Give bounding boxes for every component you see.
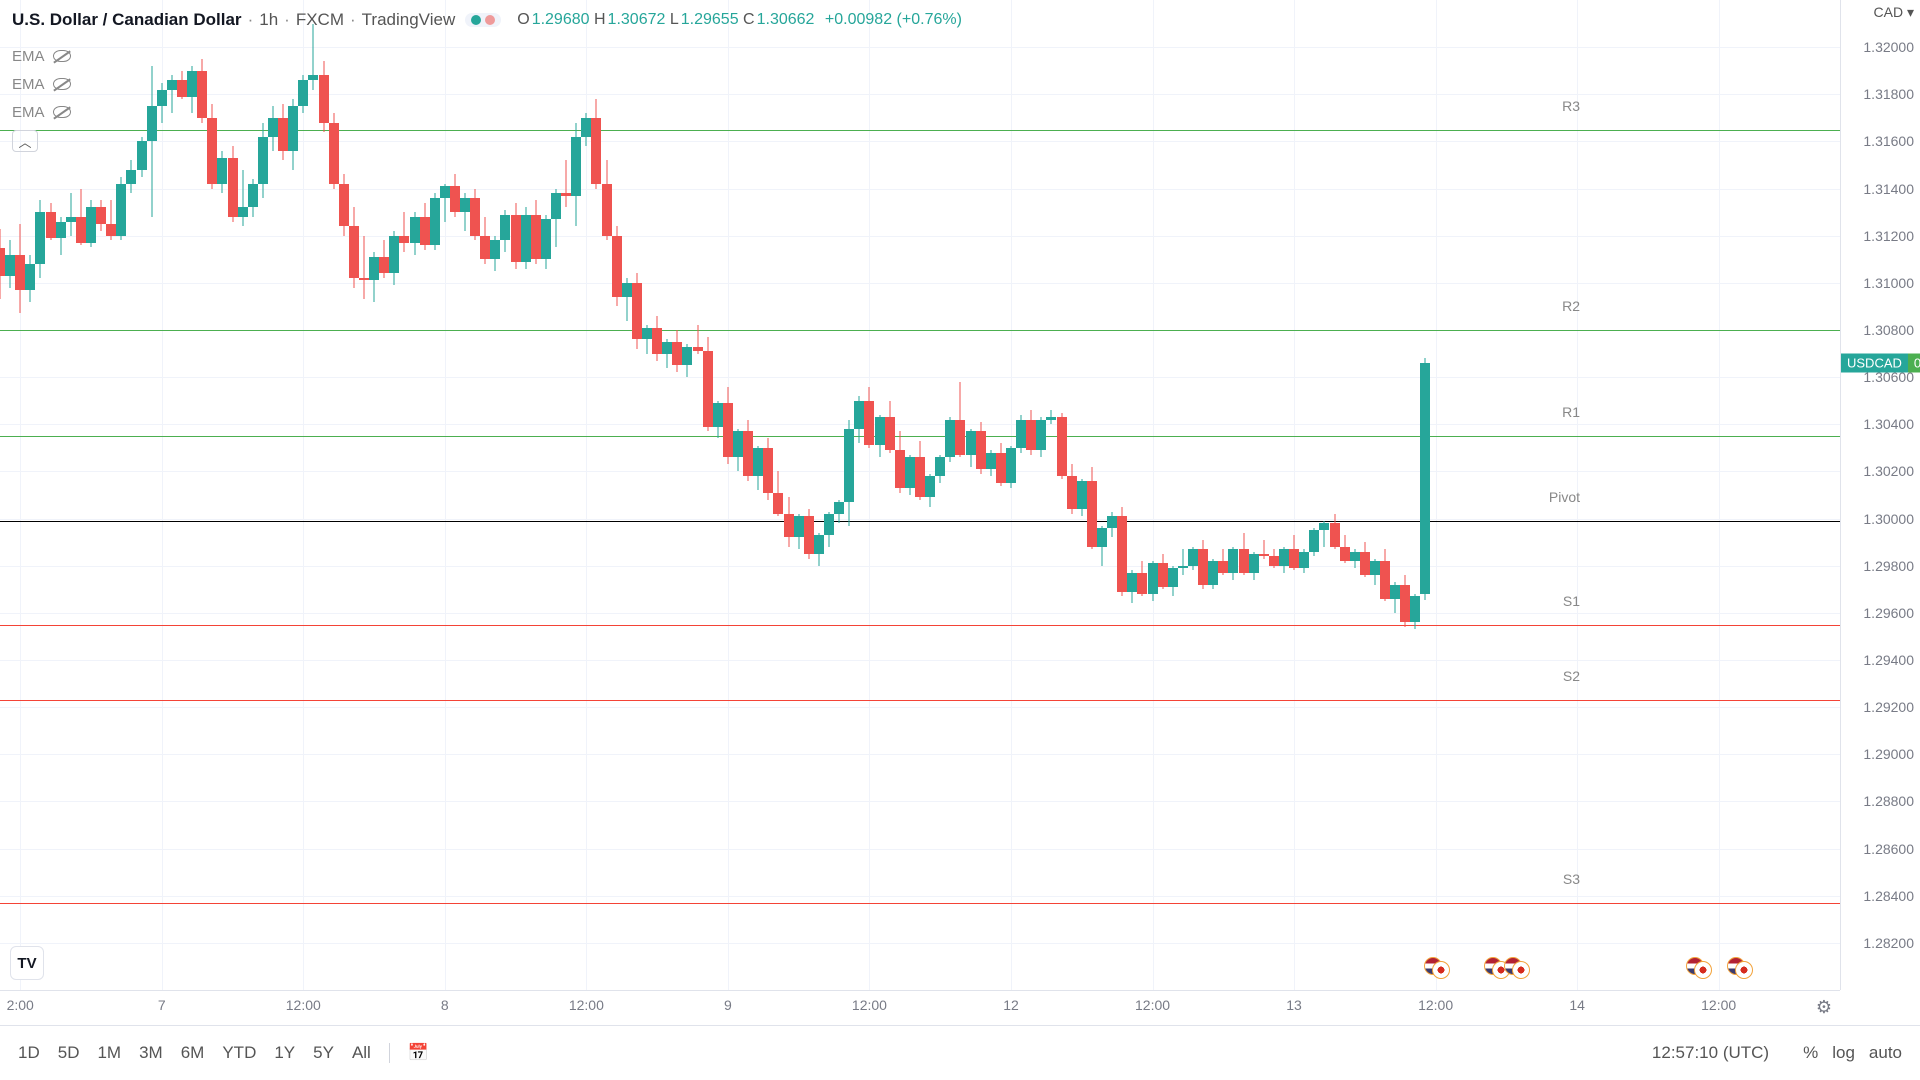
pivot-line-s2[interactable] xyxy=(0,700,1840,701)
pivot-line-s3[interactable] xyxy=(0,903,1840,904)
visibility-off-icon[interactable] xyxy=(53,47,71,65)
collapse-indicators-button[interactable]: ︿ xyxy=(12,130,38,152)
pivot-label: Pivot xyxy=(1549,489,1580,505)
indicator-ema-row[interactable]: EMA xyxy=(12,42,71,70)
source-label: FXCM xyxy=(296,10,344,30)
pivot-line-r1[interactable] xyxy=(0,436,1840,437)
y-tick-label: 1.30800 xyxy=(1863,322,1914,338)
dot-up-icon xyxy=(471,15,481,25)
x-tick-label: 12:00 xyxy=(1701,997,1736,1013)
axis-settings-icon[interactable]: ⚙ xyxy=(1816,997,1832,1018)
ohlc-readout: O1.29680 H1.30672 L1.29655 C1.30662 +0.0… xyxy=(517,11,962,29)
x-tick-label: 9 xyxy=(724,997,732,1013)
pivot-line-pivot[interactable] xyxy=(0,521,1840,522)
x-tick-label: 12:00 xyxy=(569,997,604,1013)
visibility-off-icon[interactable] xyxy=(53,75,71,93)
compare-pill[interactable] xyxy=(465,13,501,27)
y-tick-label: 1.31400 xyxy=(1863,181,1914,197)
event-marker[interactable] xyxy=(1686,957,1710,984)
pivot-line-r2[interactable] xyxy=(0,330,1840,331)
y-tick-label: 1.31000 xyxy=(1863,275,1914,291)
timeframe-5d[interactable]: 5D xyxy=(58,1043,80,1062)
x-tick-label: 13 xyxy=(1286,997,1302,1013)
y-tick-label: 1.29800 xyxy=(1863,558,1914,574)
visibility-off-icon[interactable] xyxy=(53,103,71,121)
pivot-label: R3 xyxy=(1562,98,1580,114)
indicator-list: EMA EMA EMA ︿ xyxy=(12,42,71,152)
event-marker[interactable] xyxy=(1424,957,1448,984)
y-tick-label: 1.28600 xyxy=(1863,841,1914,857)
y-tick-label: 1.29200 xyxy=(1863,699,1914,715)
timeframe-1y[interactable]: 1Y xyxy=(274,1043,295,1062)
y-tick-label: 1.31200 xyxy=(1863,228,1914,244)
chart-header: U.S. Dollar / Canadian Dollar · 1h · FXC… xyxy=(0,0,1920,40)
event-marker[interactable] xyxy=(1504,957,1528,984)
pivot-label: S1 xyxy=(1563,593,1580,609)
price-tag-symbol: USDCAD xyxy=(1841,353,1908,372)
y-tick-label: 1.30200 xyxy=(1863,463,1914,479)
clock-readout: 12:57:10 (UTC) xyxy=(1652,1043,1769,1063)
x-tick-label: 7 xyxy=(158,997,166,1013)
y-tick-label: 1.28400 xyxy=(1863,888,1914,904)
pivot-label: S3 xyxy=(1563,871,1580,887)
tradingview-logo[interactable]: TV xyxy=(10,946,44,980)
y-tick-label: 1.31600 xyxy=(1863,133,1914,149)
x-tick-label: 12:00 xyxy=(852,997,887,1013)
bottom-toolbar: 1D 5D 1M 3M 6M YTD 1Y 5Y All 📅 12:57:10 (UTC) % l… xyxy=(0,1025,1920,1080)
axis-opt-%[interactable]: % xyxy=(1803,1043,1818,1062)
y-tick-label: 1.29000 xyxy=(1863,746,1914,762)
pivot-line-s1[interactable] xyxy=(0,625,1840,626)
x-tick-label: 12:00 xyxy=(1418,997,1453,1013)
x-tick-label: 14 xyxy=(1569,997,1585,1013)
y-tick-label: 1.32000 xyxy=(1863,39,1914,55)
y-axis[interactable]: CAD ▾ 1.320001.318001.316001.314001.3120… xyxy=(1840,0,1920,990)
price-tag-countdown: 02:50 xyxy=(1908,353,1920,372)
pair-title: U.S. Dollar / Canadian Dollar xyxy=(12,10,242,30)
y-tick-label: 1.29400 xyxy=(1863,652,1914,668)
indicator-ema-row[interactable]: EMA xyxy=(12,98,71,126)
timeframe-1m[interactable]: 1M xyxy=(97,1043,121,1062)
pivot-label: S2 xyxy=(1563,668,1580,684)
y-tick-label: 1.28200 xyxy=(1863,935,1914,951)
axis-opt-log[interactable]: log xyxy=(1832,1043,1855,1062)
indicator-ema-row[interactable]: EMA xyxy=(12,70,71,98)
dot-down-icon xyxy=(485,15,495,25)
goto-date-icon[interactable]: 📅 xyxy=(389,1043,429,1063)
event-marker[interactable] xyxy=(1727,957,1751,984)
y-tick-label: 1.31800 xyxy=(1863,86,1914,102)
x-axis[interactable]: ⚙ 2:00 7 12:00 8 12:00 9 12:00 12 12:00 13 12:00 14… xyxy=(0,990,1840,1025)
x-tick-label: 12:00 xyxy=(286,997,321,1013)
timeframe-3m[interactable]: 3M xyxy=(139,1043,163,1062)
timeframe-1d[interactable]: 1D xyxy=(18,1043,40,1062)
pivot-label: R1 xyxy=(1562,404,1580,420)
x-tick-label: 2:00 xyxy=(7,997,34,1013)
timeframe-all[interactable]: All xyxy=(352,1043,371,1062)
pivot-label: R2 xyxy=(1562,298,1580,314)
x-tick-label: 12:00 xyxy=(1135,997,1170,1013)
y-tick-label: 1.29600 xyxy=(1863,605,1914,621)
y-tick-label: 1.30000 xyxy=(1863,511,1914,527)
y-tick-label: 1.28800 xyxy=(1863,793,1914,809)
axis-opt-auto[interactable]: auto xyxy=(1869,1043,1902,1062)
price-chart[interactable]: R3 R2 R1 Pivot S1 S2 S3 xyxy=(0,0,1840,990)
timeframe-5y[interactable]: 5Y xyxy=(313,1043,334,1062)
y-tick-label: 1.30400 xyxy=(1863,416,1914,432)
timeframe-6m[interactable]: 6M xyxy=(181,1043,205,1062)
timeframe-ytd[interactable]: YTD xyxy=(222,1043,256,1062)
provider-label: TradingView xyxy=(362,10,456,30)
x-tick-label: 12 xyxy=(1003,997,1019,1013)
interval-label[interactable]: 1h xyxy=(259,10,278,30)
x-tick-label: 8 xyxy=(441,997,449,1013)
